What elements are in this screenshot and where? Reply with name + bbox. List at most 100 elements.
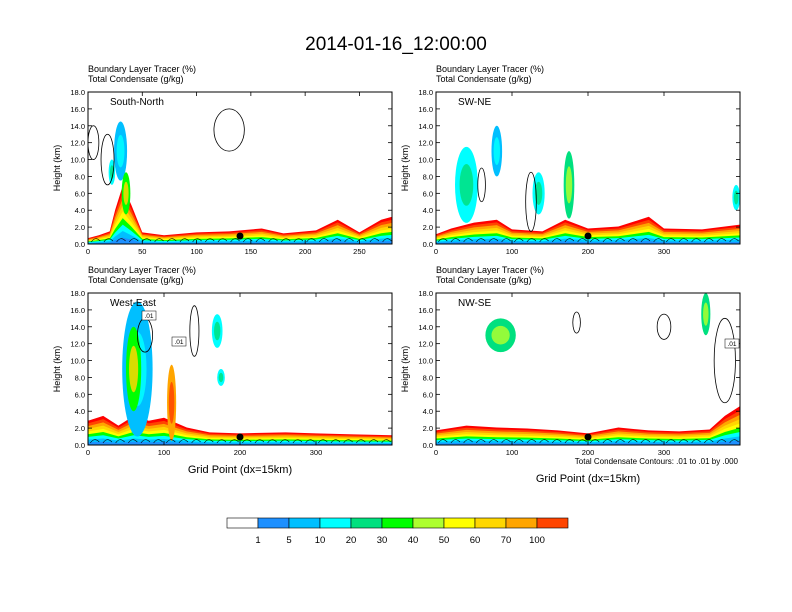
- x-tick-label: 100: [190, 247, 203, 256]
- subtitle-condensate: Total Condensate (g/kg): [88, 74, 184, 84]
- low-contour: [90, 439, 391, 444]
- y-tick-label: 4.0: [423, 407, 433, 416]
- colorbar-label: 100: [529, 535, 545, 546]
- y-tick-label: 10.0: [418, 156, 433, 165]
- tracer-plume-core: [218, 372, 224, 383]
- colorbar-box: [505, 517, 538, 529]
- x-tick-label: 300: [658, 448, 671, 457]
- condensate-contour: [525, 171, 537, 232]
- y-tick-label: 6.0: [75, 189, 85, 198]
- condensate-contour: [713, 317, 736, 404]
- tracer-plume-core: [565, 166, 573, 204]
- low-contour: [438, 238, 739, 243]
- colorbar-box: [474, 517, 507, 529]
- x-tick-label: 100: [506, 247, 519, 256]
- y-tick-label: 2.0: [423, 223, 433, 232]
- condensate-contour: [189, 305, 200, 357]
- x-tick-label: 300: [310, 448, 323, 457]
- y-tick-label: 14.0: [70, 323, 85, 332]
- plot-background: [436, 92, 740, 244]
- panel-label: West-East: [110, 298, 156, 309]
- contour-label-box: [724, 338, 740, 349]
- contour-label: .01: [144, 313, 153, 320]
- subtitle-tracer: Boundary Layer Tracer (%): [88, 265, 196, 275]
- panel-label: South-North: [110, 97, 164, 108]
- tracer-plume-core: [123, 181, 129, 205]
- y-tick-label: 0.0: [75, 441, 85, 450]
- y-axis-label: Height (km): [400, 346, 410, 393]
- y-tick-label: 10.0: [70, 357, 85, 366]
- colorbar-label: 30: [377, 535, 388, 546]
- y-tick-label: 6.0: [423, 390, 433, 399]
- x-tick-label: 300: [658, 247, 671, 256]
- x-tick-label: 200: [582, 247, 595, 256]
- y-tick-label: 0.0: [75, 240, 85, 249]
- tracer-band: [88, 237, 392, 244]
- tracer-plume-core: [168, 381, 175, 424]
- subtitle-tracer: Boundary Layer Tracer (%): [88, 64, 196, 74]
- y-tick-label: 0.0: [423, 441, 433, 450]
- y-tick-label: 10.0: [418, 357, 433, 366]
- plot-frame: [87, 91, 393, 245]
- contour-note: Total Condensate Contours: .01 to .01 by…: [575, 457, 739, 466]
- contour-label-box: [141, 310, 157, 321]
- plot-area: [88, 293, 392, 445]
- x-tick-label: 0: [434, 247, 438, 256]
- tracer-plume-core: [703, 302, 709, 326]
- colorbar-label: 5: [286, 535, 291, 546]
- location-marker: [236, 433, 244, 441]
- x-tick-label: 0: [86, 247, 90, 256]
- colorbar-box: [443, 517, 476, 529]
- colorbar-label: 1: [255, 535, 260, 546]
- tracer-plume-core: [491, 325, 510, 345]
- condensate-contour: [572, 311, 581, 334]
- colorbar-box: [319, 517, 352, 529]
- y-tick-label: 6.0: [75, 390, 85, 399]
- x-tick-label: 150: [245, 247, 258, 256]
- y-tick-label: 2.0: [423, 424, 433, 433]
- x-tick-label: 250: [353, 247, 366, 256]
- y-tick-label: 4.0: [423, 206, 433, 215]
- y-tick-label: 12.0: [418, 340, 433, 349]
- subtitle-condensate: Total Condensate (g/kg): [88, 275, 184, 285]
- plot-area: [436, 293, 740, 445]
- y-tick-label: 2.0: [75, 223, 85, 232]
- y-tick-label: 12.0: [418, 139, 433, 148]
- panel-sw-ne: 0.0 2.0 4.0 6.0 8.0 10.0 12.0 14.0 16.0 18.0 0 100 2…: [400, 64, 741, 256]
- location-marker: [236, 232, 244, 240]
- colorbar-box: [350, 517, 383, 529]
- x-tick-label: 100: [506, 448, 519, 457]
- colorbar-box: [257, 517, 290, 529]
- y-tick-label: 2.0: [75, 424, 85, 433]
- y-tick-label: 18.0: [418, 88, 433, 97]
- x-axis-label: Grid Point (dx=15km): [536, 473, 640, 485]
- colorbar-label: 10: [315, 535, 326, 546]
- y-tick-label: 14.0: [70, 122, 85, 131]
- y-tick-label: 14.0: [418, 323, 433, 332]
- plot-area: [436, 92, 740, 244]
- panel-label: SW-NE: [458, 97, 491, 108]
- colorbar-label: 60: [470, 535, 481, 546]
- colorbar-label: 40: [408, 535, 419, 546]
- y-tick-label: 4.0: [75, 407, 85, 416]
- y-tick-label: 16.0: [70, 306, 85, 315]
- y-tick-label: 18.0: [418, 289, 433, 298]
- y-tick-label: 18.0: [70, 88, 85, 97]
- y-tick-label: 14.0: [418, 122, 433, 131]
- tracer-plume-core: [493, 137, 500, 166]
- colorbar-box: [288, 517, 321, 529]
- y-tick-label: 18.0: [70, 289, 85, 298]
- condensate-contour: [88, 125, 100, 160]
- colorbar-label: 70: [501, 535, 512, 546]
- colorbar: 1 5 10 20 30 40 50 60 70 100: [226, 517, 569, 546]
- low-contour: [438, 439, 739, 444]
- y-tick-label: 12.0: [70, 139, 85, 148]
- y-tick-label: 16.0: [418, 306, 433, 315]
- tracer-plume-core: [214, 321, 221, 341]
- contour-label: .01: [727, 341, 736, 348]
- y-tick-label: 8.0: [423, 172, 433, 181]
- y-axis-label: Height (km): [400, 145, 410, 192]
- colorbar-label: 50: [439, 535, 450, 546]
- panel-south-north: 0.0 2.0 4.0 6.0 8.0 10.0 12.0 14.0 16.0 18.0 0 50 10…: [52, 64, 393, 256]
